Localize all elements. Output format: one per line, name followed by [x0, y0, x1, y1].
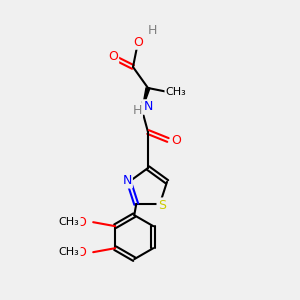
Text: H: H — [147, 23, 157, 37]
Text: CH₃: CH₃ — [59, 247, 80, 257]
Text: N: N — [122, 174, 132, 187]
Text: N: N — [143, 100, 153, 113]
Text: H: H — [132, 104, 142, 118]
Text: O: O — [171, 134, 181, 146]
Text: CH₃: CH₃ — [59, 217, 80, 227]
Text: S: S — [158, 199, 166, 212]
Text: CH₃: CH₃ — [166, 87, 186, 97]
Text: O: O — [133, 35, 143, 49]
Text: O: O — [76, 246, 86, 259]
Text: O: O — [76, 216, 86, 229]
Text: O: O — [108, 50, 118, 64]
Polygon shape — [142, 88, 150, 110]
